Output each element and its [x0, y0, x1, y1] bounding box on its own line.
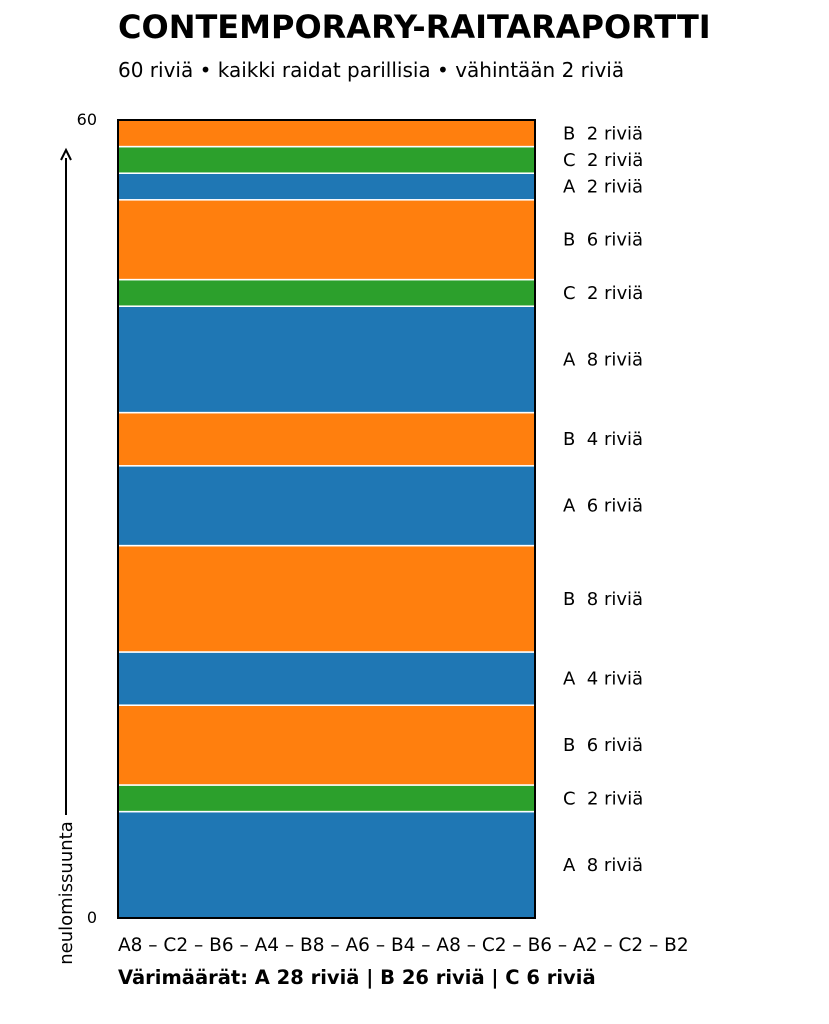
chart-title: CONTEMPORARY-RAITARAPORTTI [118, 8, 711, 46]
stripe-sequence: A8 – C2 – B6 – A4 – B8 – A6 – B4 – A8 – … [118, 935, 689, 956]
stripe-label-5: B 8 riviä [563, 589, 643, 610]
stripe-3 [117, 704, 536, 786]
stripe-8 [117, 305, 536, 414]
stripe-11 [117, 172, 536, 201]
stripe-label-9: C 2 riviä [563, 283, 643, 304]
stripe-1 [117, 810, 536, 919]
stripe-label-1: A 8 riviä [563, 855, 643, 876]
stripe-label-13: B 2 riviä [563, 123, 643, 144]
stripe-label-10: B 6 riviä [563, 230, 643, 251]
stripes-group [117, 119, 536, 919]
stripe-7 [117, 411, 536, 467]
stripe-label-6: A 6 riviä [563, 496, 643, 517]
chart-frame [117, 119, 536, 919]
stripe-label-4: A 4 riviä [563, 669, 643, 690]
stripe-label-8: A 8 riviä [563, 349, 643, 370]
stripe-label-3: B 6 riviä [563, 735, 643, 756]
stripe-13 [117, 119, 536, 148]
stripe-12 [117, 145, 536, 174]
stripe-6 [117, 465, 536, 547]
color-totals: Värimäärät: A 28 riviä | B 26 riviä | C … [118, 966, 596, 989]
direction-arrow [60, 147, 72, 815]
chart-subtitle: 60 riviä • kaikki raidat parillisia • vä… [118, 58, 625, 82]
stripe-10 [117, 199, 536, 281]
stripe-label-12: C 2 riviä [563, 150, 643, 171]
stripe-labels-group: A 8 riviä C 2 riviä B 6 riviä A 4 riviä B 8 … [563, 123, 643, 876]
stripe-2 [117, 784, 536, 813]
stripe-label-7: B 4 riviä [563, 429, 643, 450]
stripe-label-11: A 2 riviä [563, 177, 643, 198]
direction-arrow-head [60, 147, 72, 161]
stripe-9 [117, 278, 536, 307]
y-axis-label: neulomissuunta [56, 821, 77, 965]
stripe-label-2: C 2 riviä [563, 788, 643, 809]
stripe-4 [117, 651, 536, 706]
y-tick-top: 60 [77, 110, 97, 129]
y-tick-bottom: 0 [87, 908, 97, 927]
stripe-5 [117, 544, 536, 653]
